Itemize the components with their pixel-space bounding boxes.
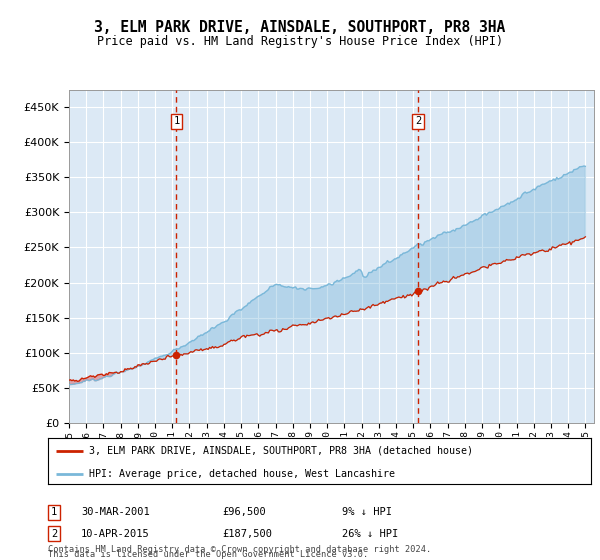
- Text: 3, ELM PARK DRIVE, AINSDALE, SOUTHPORT, PR8 3HA: 3, ELM PARK DRIVE, AINSDALE, SOUTHPORT, …: [94, 20, 506, 35]
- Text: 26% ↓ HPI: 26% ↓ HPI: [342, 529, 398, 539]
- Text: Contains HM Land Registry data © Crown copyright and database right 2024.: Contains HM Land Registry data © Crown c…: [48, 545, 431, 554]
- Text: £187,500: £187,500: [222, 529, 272, 539]
- Text: 2: 2: [415, 116, 421, 126]
- Text: 10-APR-2015: 10-APR-2015: [81, 529, 150, 539]
- Text: Price paid vs. HM Land Registry's House Price Index (HPI): Price paid vs. HM Land Registry's House …: [97, 35, 503, 48]
- Text: 1: 1: [173, 116, 179, 126]
- Text: 1: 1: [51, 507, 57, 517]
- Text: 9% ↓ HPI: 9% ↓ HPI: [342, 507, 392, 517]
- Text: 2: 2: [51, 529, 57, 539]
- Text: 3, ELM PARK DRIVE, AINSDALE, SOUTHPORT, PR8 3HA (detached house): 3, ELM PARK DRIVE, AINSDALE, SOUTHPORT, …: [89, 446, 473, 456]
- Text: £96,500: £96,500: [222, 507, 266, 517]
- Text: HPI: Average price, detached house, West Lancashire: HPI: Average price, detached house, West…: [89, 469, 395, 479]
- Text: 30-MAR-2001: 30-MAR-2001: [81, 507, 150, 517]
- Text: This data is licensed under the Open Government Licence v3.0.: This data is licensed under the Open Gov…: [48, 550, 368, 559]
